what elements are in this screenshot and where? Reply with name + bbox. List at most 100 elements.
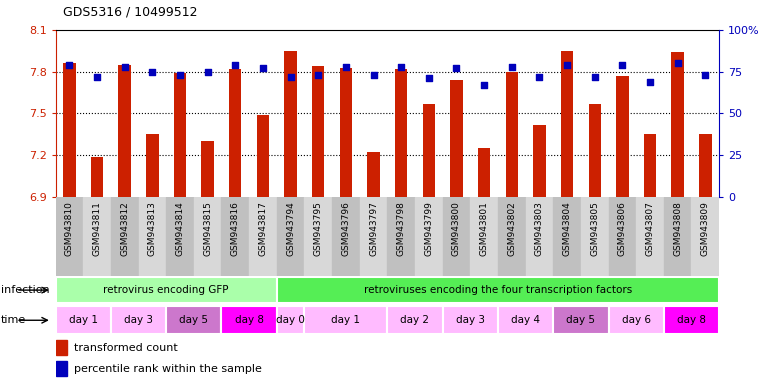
- Bar: [636, 197, 664, 276]
- Bar: [111, 197, 139, 276]
- Bar: [616, 76, 629, 197]
- Text: day 3: day 3: [124, 314, 153, 324]
- Bar: [609, 197, 636, 276]
- Bar: [249, 197, 277, 276]
- Bar: [56, 277, 277, 303]
- Bar: [139, 197, 166, 276]
- Text: GSM943809: GSM943809: [701, 201, 710, 256]
- Text: GSM943801: GSM943801: [479, 201, 489, 256]
- Text: GSM943817: GSM943817: [259, 201, 267, 256]
- Bar: [664, 306, 719, 334]
- Bar: [332, 197, 360, 276]
- Bar: [664, 197, 692, 276]
- Point: [146, 69, 158, 75]
- Text: GSM943810: GSM943810: [65, 201, 74, 256]
- Point: [202, 69, 214, 75]
- Bar: [644, 134, 656, 197]
- Bar: [277, 277, 719, 303]
- Text: percentile rank within the sample: percentile rank within the sample: [74, 364, 262, 374]
- Text: day 1: day 1: [68, 314, 97, 324]
- Bar: [119, 65, 131, 197]
- Bar: [256, 115, 269, 197]
- Text: GSM943814: GSM943814: [176, 201, 184, 256]
- Text: GSM943799: GSM943799: [425, 201, 433, 256]
- Bar: [339, 68, 352, 197]
- Point: [229, 62, 241, 68]
- Bar: [387, 197, 415, 276]
- Text: GSM943802: GSM943802: [508, 201, 516, 256]
- Text: GDS5316 / 10499512: GDS5316 / 10499512: [63, 5, 198, 18]
- Text: GSM943796: GSM943796: [342, 201, 350, 256]
- Text: GSM943816: GSM943816: [231, 201, 240, 256]
- Bar: [671, 52, 684, 197]
- Bar: [277, 197, 304, 276]
- Text: day 5: day 5: [566, 314, 595, 324]
- Bar: [146, 134, 158, 197]
- Bar: [56, 341, 67, 355]
- Bar: [609, 306, 664, 334]
- Bar: [304, 197, 332, 276]
- Bar: [166, 197, 194, 276]
- Bar: [229, 69, 241, 197]
- Bar: [56, 361, 67, 376]
- Text: GSM943805: GSM943805: [591, 201, 599, 256]
- Bar: [553, 197, 581, 276]
- Bar: [304, 306, 387, 334]
- Point: [368, 72, 380, 78]
- Point: [478, 82, 490, 88]
- Bar: [312, 66, 324, 197]
- Text: GSM943806: GSM943806: [618, 201, 627, 256]
- Bar: [692, 197, 719, 276]
- Bar: [56, 197, 83, 276]
- Text: GSM943815: GSM943815: [203, 201, 212, 256]
- Bar: [561, 51, 573, 197]
- Point: [285, 74, 297, 80]
- Text: transformed count: transformed count: [74, 343, 177, 353]
- Bar: [478, 148, 490, 197]
- Text: day 4: day 4: [511, 314, 540, 324]
- Text: GSM943811: GSM943811: [93, 201, 101, 256]
- Bar: [395, 69, 407, 197]
- Point: [63, 62, 75, 68]
- Bar: [451, 80, 463, 197]
- Bar: [83, 197, 111, 276]
- Bar: [443, 197, 470, 276]
- Bar: [285, 51, 297, 197]
- Bar: [166, 306, 221, 334]
- Bar: [111, 306, 166, 334]
- Text: GSM943795: GSM943795: [314, 201, 323, 256]
- Text: GSM943808: GSM943808: [673, 201, 682, 256]
- Text: GSM943807: GSM943807: [645, 201, 654, 256]
- Bar: [415, 197, 443, 276]
- Text: day 3: day 3: [456, 314, 485, 324]
- Text: day 8: day 8: [677, 314, 706, 324]
- Text: GSM943800: GSM943800: [452, 201, 461, 256]
- Bar: [368, 152, 380, 197]
- Point: [451, 65, 463, 71]
- Text: GSM943813: GSM943813: [148, 201, 157, 256]
- Point: [616, 62, 629, 68]
- Point: [671, 60, 683, 66]
- Text: day 1: day 1: [331, 314, 361, 324]
- Point: [423, 75, 435, 81]
- Bar: [277, 306, 304, 334]
- Point: [395, 64, 407, 70]
- Text: retroviruses encoding the four transcription factors: retroviruses encoding the four transcrip…: [364, 285, 632, 295]
- Point: [174, 72, 186, 78]
- Text: GSM943798: GSM943798: [396, 201, 406, 256]
- Point: [257, 65, 269, 71]
- Bar: [221, 197, 249, 276]
- Point: [312, 72, 324, 78]
- Bar: [581, 197, 609, 276]
- Point: [91, 74, 103, 80]
- Bar: [202, 141, 214, 197]
- Bar: [422, 104, 435, 197]
- Bar: [553, 306, 609, 334]
- Text: infection: infection: [1, 285, 49, 295]
- Point: [699, 72, 712, 78]
- Point: [644, 79, 656, 85]
- Bar: [443, 306, 498, 334]
- Bar: [526, 197, 553, 276]
- Text: day 8: day 8: [234, 314, 263, 324]
- Bar: [63, 63, 75, 197]
